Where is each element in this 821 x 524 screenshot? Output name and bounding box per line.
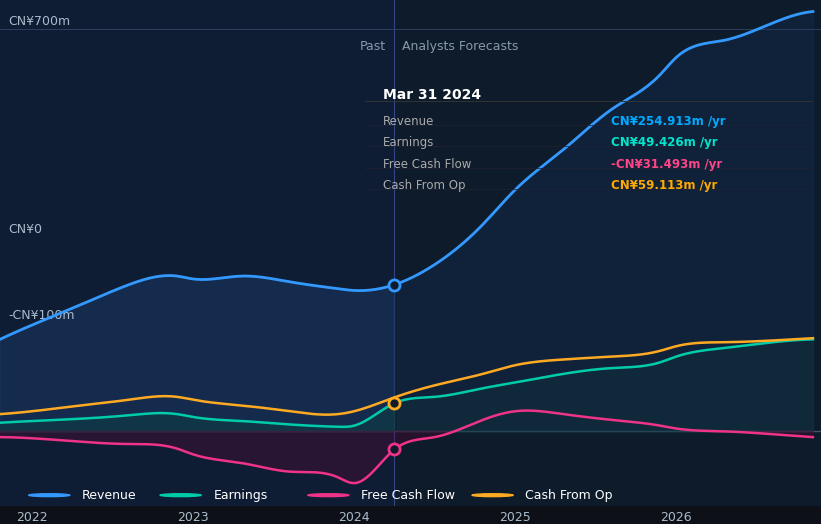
Text: CN¥254.913m /yr: CN¥254.913m /yr [612, 115, 726, 128]
Text: -CN¥31.493m /yr: -CN¥31.493m /yr [612, 158, 722, 171]
Text: Cash From Op: Cash From Op [525, 489, 613, 501]
Text: -CN¥100m: -CN¥100m [8, 309, 75, 322]
Text: Mar 31 2024: Mar 31 2024 [383, 89, 481, 103]
Text: Analysts Forecasts: Analysts Forecasts [402, 40, 519, 53]
Circle shape [160, 494, 201, 497]
Bar [0, 0, 394, 506]
Text: CN¥700m: CN¥700m [8, 15, 71, 28]
Text: Earnings: Earnings [213, 489, 268, 501]
Text: Revenue: Revenue [82, 489, 137, 501]
Text: Cash From Op: Cash From Op [383, 179, 466, 192]
Text: Free Cash Flow: Free Cash Flow [383, 158, 471, 171]
Text: CN¥0: CN¥0 [8, 223, 42, 236]
Text: Earnings: Earnings [383, 136, 434, 149]
Text: CN¥49.426m /yr: CN¥49.426m /yr [612, 136, 718, 149]
Text: Revenue: Revenue [383, 115, 434, 128]
Circle shape [308, 494, 349, 497]
Text: CN¥59.113m /yr: CN¥59.113m /yr [612, 179, 718, 192]
Circle shape [29, 494, 70, 497]
Circle shape [472, 494, 513, 497]
Text: Past: Past [360, 40, 387, 53]
Text: Free Cash Flow: Free Cash Flow [361, 489, 455, 501]
